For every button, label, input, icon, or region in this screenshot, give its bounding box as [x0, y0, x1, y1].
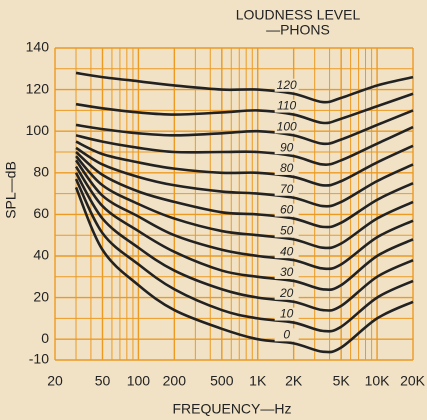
x-tick-label: 20	[47, 373, 63, 389]
y-tick-label: -10	[29, 351, 49, 367]
x-tick-label: 500	[210, 373, 234, 389]
y-tick-label: 80	[33, 164, 49, 180]
x-tick-label: 2K	[285, 373, 303, 389]
curve-label-bg	[274, 141, 299, 155]
curve	[75, 92, 414, 125]
curve-label: 80	[280, 161, 294, 175]
curve-label-bg	[274, 245, 299, 259]
curve-label: 10	[280, 307, 294, 321]
curve	[75, 71, 414, 104]
curve-label-bg	[274, 286, 299, 300]
y-tick-label: 40	[33, 247, 49, 263]
curve	[74, 159, 414, 271]
x-tick-label: 20K	[400, 373, 426, 389]
curve-label-bg	[274, 265, 299, 279]
curve	[75, 140, 414, 187]
curve-label-bg	[274, 307, 299, 321]
curve-label: 40	[280, 244, 294, 258]
curve-label-bg	[274, 203, 299, 217]
y-axis-label: SPL—dB	[3, 161, 19, 219]
curve-label: 110	[277, 99, 296, 113]
curve	[74, 172, 414, 312]
chart-title: LOUDNESS LEVEL	[236, 7, 361, 23]
y-tick-label: 100	[26, 122, 50, 138]
x-tick-label: 200	[163, 373, 187, 389]
x-axis-label: FREQUENCY—Hz	[172, 401, 291, 417]
x-tick-label: 5K	[333, 373, 351, 389]
curve-label: 0	[283, 328, 290, 342]
x-tick-label: 10K	[365, 373, 391, 389]
curve-label-bg	[274, 120, 299, 134]
y-tick-label: 20	[33, 288, 49, 304]
x-tick-label: 100	[127, 373, 151, 389]
chart-title: —PHONS	[266, 22, 330, 38]
curve-label: 70	[280, 182, 294, 196]
curve-label: 120	[277, 78, 297, 92]
curve	[74, 186, 414, 354]
x-tick-label: 50	[95, 373, 111, 389]
curve-label: 100	[277, 120, 297, 134]
curve	[74, 178, 414, 333]
curve-label-bg	[274, 99, 299, 113]
curve-label: 20	[279, 286, 294, 300]
curve-label: 60	[280, 203, 294, 217]
curve	[75, 125, 414, 166]
curve	[75, 109, 414, 146]
y-tick-label: 60	[33, 205, 49, 221]
curve	[74, 165, 414, 292]
curve	[75, 151, 414, 229]
y-tick-label: 0	[41, 330, 49, 346]
curve-label: 50	[280, 224, 294, 238]
curve	[75, 146, 414, 208]
y-tick-label: 140	[26, 39, 50, 55]
y-tick-label: 120	[26, 80, 50, 96]
curve-label-bg	[274, 224, 299, 238]
curve-label: 90	[280, 140, 294, 154]
curve-label-bg	[274, 328, 299, 342]
curve-label-bg	[274, 161, 299, 175]
curve-label-bg	[274, 78, 299, 92]
curve	[75, 155, 414, 250]
curve-label-bg	[274, 182, 299, 196]
x-tick-label: 1K	[249, 373, 267, 389]
curve-label: 30	[280, 265, 294, 279]
